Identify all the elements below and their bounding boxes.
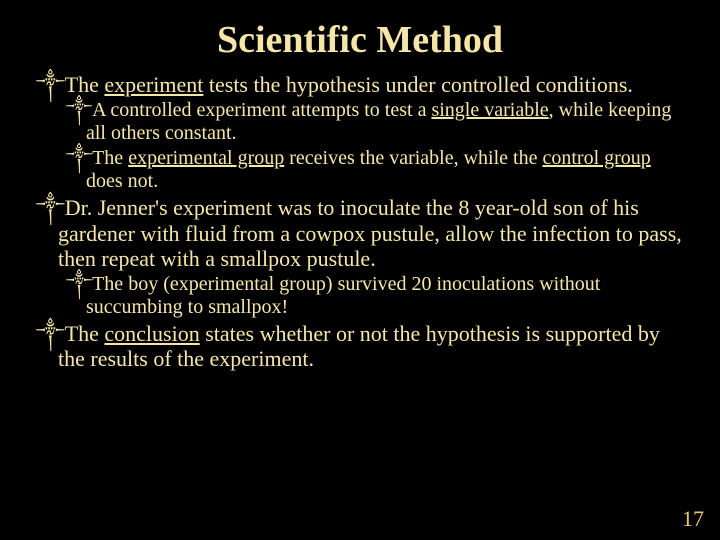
bullet-level-2: ༒The boy (experimental group) survived 2…	[66, 273, 692, 319]
bullet-icon: ༒	[36, 195, 65, 220]
text-run: control group	[542, 147, 650, 169]
text-run: A controlled experiment attempts to test…	[92, 99, 431, 121]
bullet-level-2: ༒A controlled experiment attempts to tes…	[66, 99, 692, 145]
text-run: tests the hypothesis under controlled co…	[203, 72, 633, 97]
bullet-level-1: ༒Dr. Jenner's experiment was to inoculat…	[36, 195, 692, 271]
bullet-icon: ༒	[36, 321, 65, 346]
text-run: Dr. Jenner's experiment was to inoculate…	[58, 195, 682, 271]
bullet-icon: ༒	[66, 147, 92, 169]
bullet-level-2: ༒The experimental group receives the var…	[66, 147, 692, 193]
text-run: experimental group	[128, 147, 284, 169]
text-run: The	[65, 72, 105, 97]
bullet-level-1: ༒The conclusion states whether or not th…	[36, 321, 692, 372]
bullet-level-1: ༒The experiment tests the hypothesis und…	[36, 72, 692, 97]
text-run: experiment	[104, 72, 203, 97]
text-run: The	[65, 321, 105, 346]
bullet-list: ༒The experiment tests the hypothesis und…	[28, 72, 692, 372]
text-run: conclusion	[104, 321, 199, 346]
slide-container: Scientific Method ༒The experiment tests …	[0, 0, 720, 392]
bullet-icon: ༒	[66, 99, 92, 121]
text-run: single variable	[431, 99, 548, 121]
text-run: The	[92, 147, 128, 169]
page-number: 17	[682, 506, 704, 532]
slide-title: Scientific Method	[28, 18, 692, 62]
text-run: The boy (experimental group) survived 20…	[86, 273, 600, 318]
bullet-icon: ༒	[36, 72, 65, 97]
text-run: does not.	[86, 170, 158, 192]
bullet-icon: ༒	[66, 273, 92, 295]
text-run: receives the variable, while the	[284, 147, 542, 169]
